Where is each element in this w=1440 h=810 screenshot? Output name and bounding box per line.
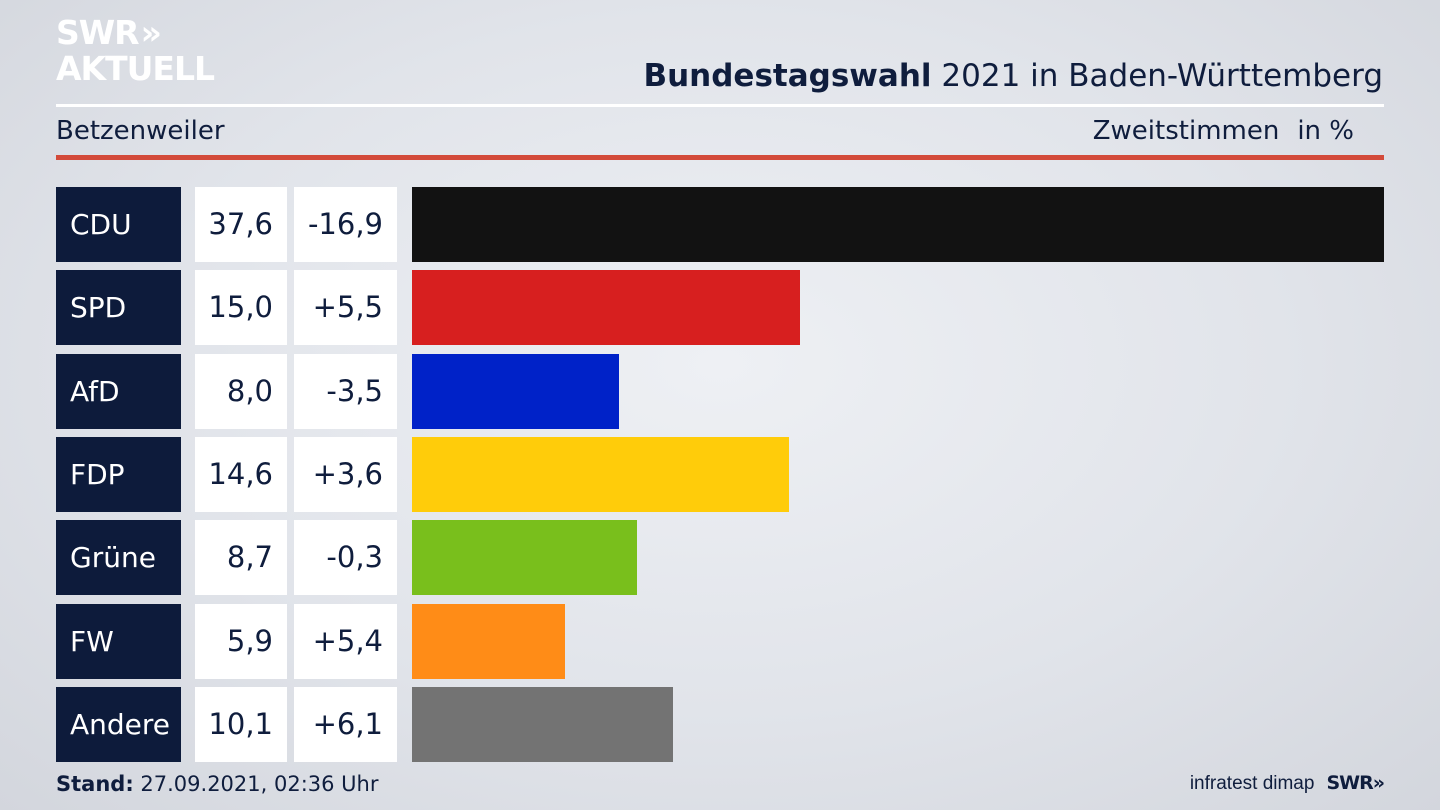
swr-aktuell-logo: SWR» AKTUELL [56,13,215,88]
chart-row: SPD 15,0 +5,5 [56,270,1384,345]
value-label: 37,6 [195,187,287,262]
unit-label: in % [1297,116,1354,146]
header-divider [56,104,1384,107]
chart-row: Grüne 8,7 -0,3 [56,520,1384,595]
difference-label: +5,4 [294,604,397,679]
chart-row: Andere 10,1 +6,1 [56,687,1384,762]
stand-value: 27.09.2021, 02:36 Uhr [133,772,379,796]
value-label: 5,9 [195,604,287,679]
bar [412,270,800,345]
logo-swr: SWR [56,13,140,52]
difference-label: +5,5 [294,270,397,345]
bar [412,437,789,512]
chart-row: CDU 37,6 -16,9 [56,187,1384,262]
timestamp: Stand: 27.09.2021, 02:36 Uhr [56,772,379,796]
measure-label: Zweitstimmen in % [1093,116,1354,146]
bar [412,687,673,762]
party-label: AfD [56,354,181,429]
party-label: FW [56,604,181,679]
chart-title-bold: Bundestagswahl [643,58,932,94]
logo-aktuell: AKTUELL [56,49,215,88]
chart-row: AfD 8,0 -3,5 [56,354,1384,429]
bar [412,604,565,679]
party-label: Andere [56,687,181,762]
bar [412,187,1384,262]
chart-row: FW 5,9 +5,4 [56,604,1384,679]
party-label: Grüne [56,520,181,595]
value-label: 8,0 [195,354,287,429]
party-label: SPD [56,270,181,345]
bar [412,520,637,595]
accent-divider [56,155,1384,160]
measure-name: Zweitstimmen [1092,116,1280,146]
footer-credits: infratest dimap SWR» [1189,772,1385,795]
chart-row: FDP 14,6 +3,6 [56,437,1384,512]
difference-label: +3,6 [294,437,397,512]
difference-label: -3,5 [294,354,397,429]
party-label: FDP [56,437,181,512]
bar [412,354,619,429]
value-label: 15,0 [195,270,287,345]
value-label: 8,7 [195,520,287,595]
location-label: Betzenweiler [56,116,225,146]
difference-label: -0,3 [294,520,397,595]
difference-label: -16,9 [294,187,397,262]
value-label: 14,6 [195,437,287,512]
chart-title-rest: 2021 in Baden-Württemberg [931,58,1383,94]
stand-label: Stand: [56,772,134,796]
source-label: infratest dimap [1189,773,1315,794]
chart-title: Bundestagswahl 2021 in Baden-Württemberg [643,58,1383,94]
party-label: CDU [56,187,181,262]
value-label: 10,1 [195,687,287,762]
difference-label: +6,1 [294,687,397,762]
logo-arrows-icon: » [140,13,162,52]
swr-footer-logo: SWR» [1326,772,1385,794]
